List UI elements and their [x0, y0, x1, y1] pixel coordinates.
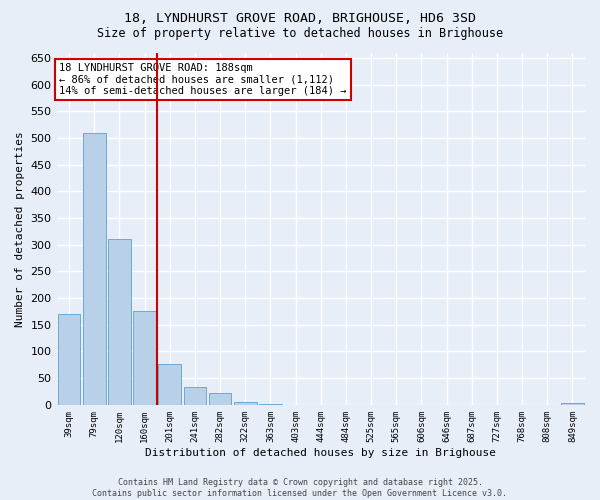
Bar: [108, 240, 131, 405]
Bar: [234, 402, 257, 405]
Bar: [158, 364, 181, 405]
Bar: [83, 132, 106, 405]
Y-axis label: Number of detached properties: Number of detached properties: [15, 131, 25, 326]
Bar: [133, 312, 156, 405]
Text: 18 LYNDHURST GROVE ROAD: 188sqm
← 86% of detached houses are smaller (1,112)
14%: 18 LYNDHURST GROVE ROAD: 188sqm ← 86% of…: [59, 63, 347, 96]
Bar: [561, 403, 584, 405]
Text: Size of property relative to detached houses in Brighouse: Size of property relative to detached ho…: [97, 28, 503, 40]
Bar: [184, 386, 206, 405]
Bar: [209, 393, 232, 405]
Bar: [58, 314, 80, 405]
Text: 18, LYNDHURST GROVE ROAD, BRIGHOUSE, HD6 3SD: 18, LYNDHURST GROVE ROAD, BRIGHOUSE, HD6…: [124, 12, 476, 26]
Bar: [259, 404, 282, 405]
Text: Contains HM Land Registry data © Crown copyright and database right 2025.
Contai: Contains HM Land Registry data © Crown c…: [92, 478, 508, 498]
X-axis label: Distribution of detached houses by size in Brighouse: Distribution of detached houses by size …: [145, 448, 496, 458]
